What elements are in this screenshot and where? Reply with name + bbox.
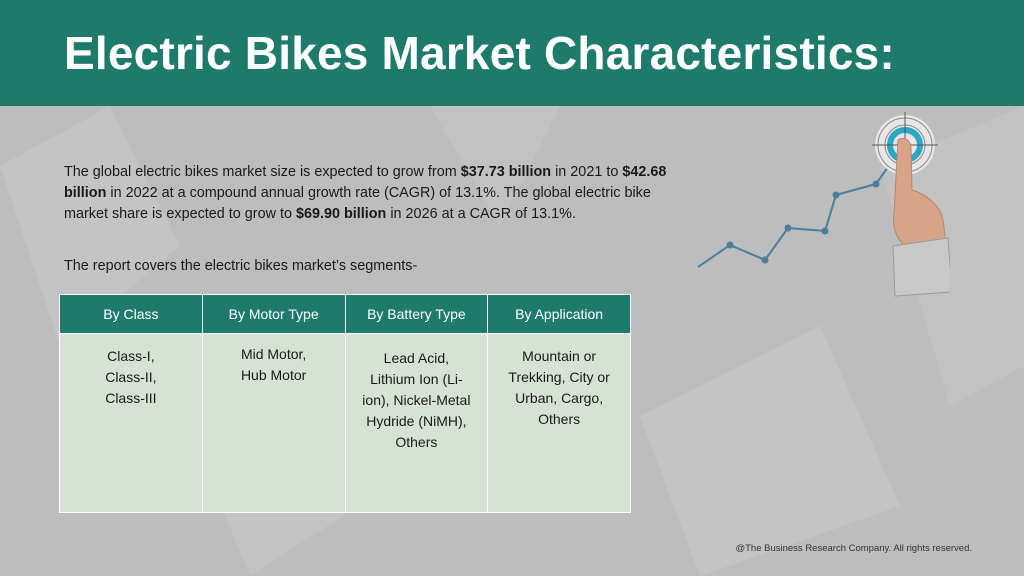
summary-text-2: in 2021 to	[551, 164, 623, 180]
growth-line-chart-icon	[697, 156, 896, 268]
market-summary: The global electric bikes market size is…	[64, 162, 676, 225]
segments-intro: The report covers the electric bikes mar…	[64, 258, 418, 274]
header-by-application: By Application	[487, 294, 631, 334]
growth-illustration	[697, 112, 950, 297]
table-header-row: By Class By Motor Type By Battery Type B…	[59, 294, 631, 334]
cell-application: Mountain or Trekking, City or Urban, Car…	[487, 333, 631, 513]
summary-text-4: in 2026 at a CAGR of 13.1%.	[386, 206, 576, 222]
table-row: Class-I, Class-II, Class-III Mid Motor, …	[59, 333, 631, 513]
header-by-motor-type: By Motor Type	[201, 294, 346, 334]
cell-battery-type: Lead Acid, Lithium Ion (Li-ion), Nickel-…	[344, 333, 489, 513]
header-by-class: By Class	[59, 294, 203, 334]
value-2026: $69.90 billion	[295, 206, 387, 222]
value-2022: $42.68 billion	[64, 164, 667, 201]
summary-text-3: in 2022 at a compound annual growth rate…	[64, 185, 651, 222]
cell-class: Class-I, Class-II, Class-III	[59, 333, 203, 513]
header-by-battery-type: By Battery Type	[344, 294, 489, 334]
copyright-footer: @The Business Research Company. All righ…	[735, 543, 972, 554]
page-title: Electric Bikes Market Characteristics:	[64, 27, 895, 79]
value-2021: $37.73 billion	[460, 164, 552, 180]
pointing-hand-icon	[892, 137, 950, 297]
cell-motor-type: Mid Motor, Hub Motor	[201, 333, 346, 513]
summary-text-1: The global electric bikes market size is…	[64, 164, 461, 180]
segments-table: By Class By Motor Type By Battery Type B…	[59, 294, 631, 513]
title-bar: Electric Bikes Market Characteristics:	[0, 0, 1024, 106]
